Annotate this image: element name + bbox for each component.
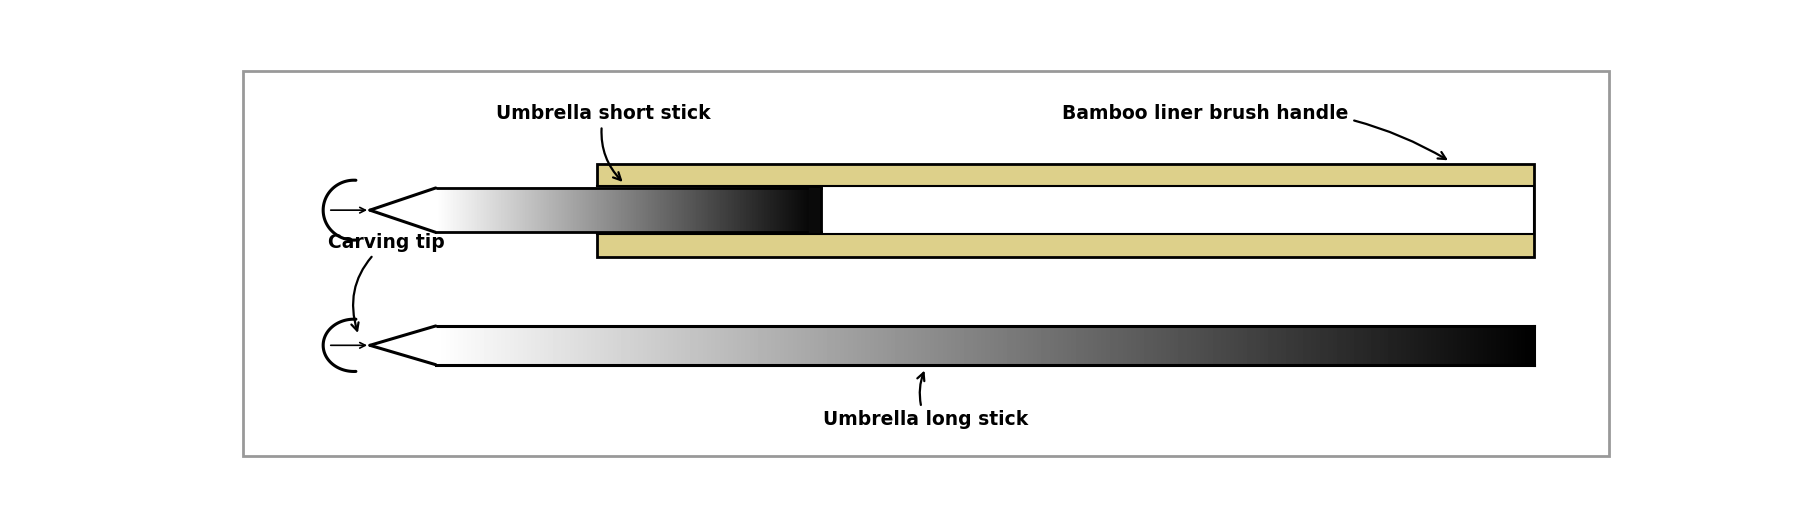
Bar xyxy=(596,186,1534,234)
FancyBboxPatch shape xyxy=(242,71,1608,456)
Text: Bamboo liner brush handle: Bamboo liner brush handle xyxy=(1061,104,1446,159)
Polygon shape xyxy=(370,326,435,365)
Text: Umbrella short stick: Umbrella short stick xyxy=(496,104,711,180)
Polygon shape xyxy=(370,188,435,232)
Text: Umbrella long stick: Umbrella long stick xyxy=(823,373,1027,430)
Text: Carving tip: Carving tip xyxy=(329,233,444,331)
Polygon shape xyxy=(809,188,819,232)
Bar xyxy=(596,163,1534,257)
